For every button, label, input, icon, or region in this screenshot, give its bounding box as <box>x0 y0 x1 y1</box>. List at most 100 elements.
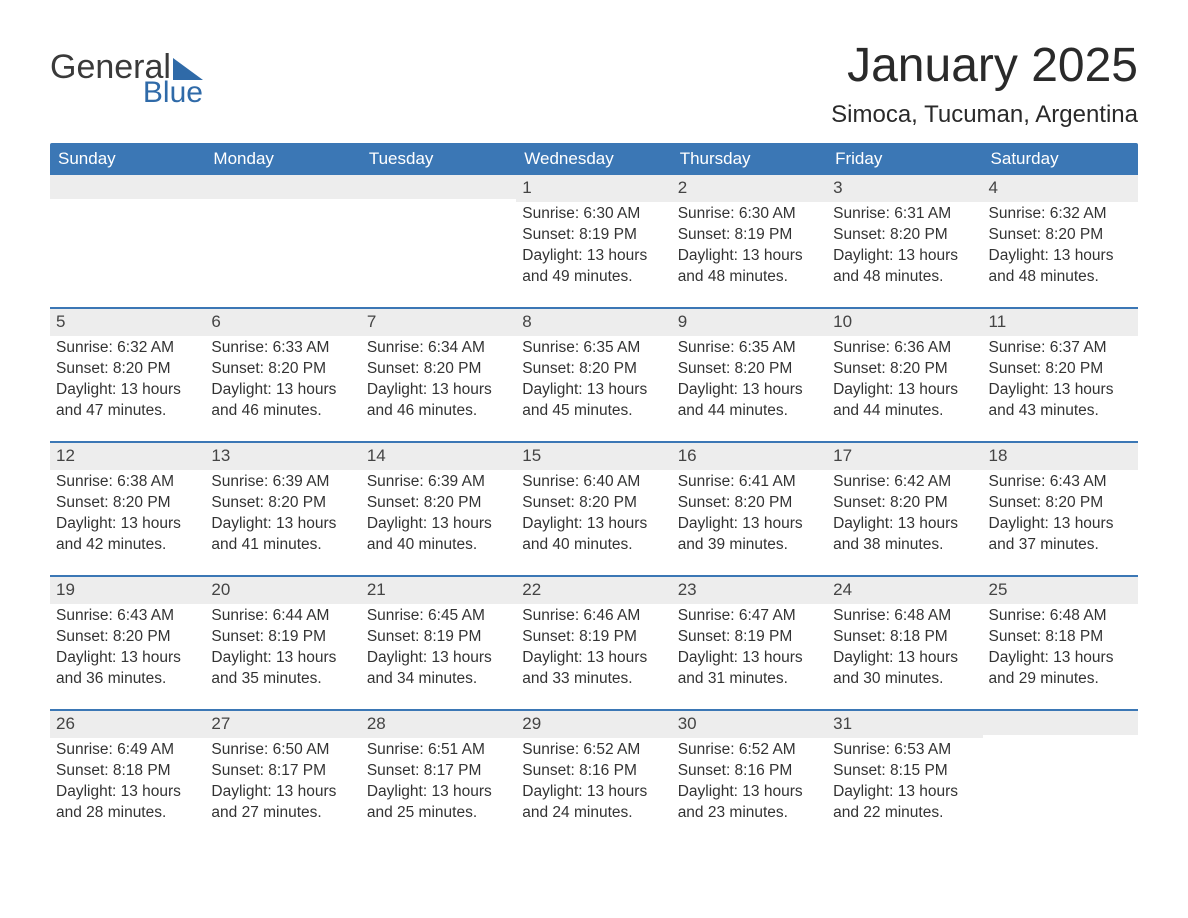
day-number: 29 <box>516 711 671 738</box>
sunset-text: Sunset: 8:19 PM <box>522 225 665 246</box>
daylight-text: Daylight: 13 hours and 45 minutes. <box>522 380 665 422</box>
daylight-text: Daylight: 13 hours and 49 minutes. <box>522 246 665 288</box>
sunset-text: Sunset: 8:16 PM <box>522 761 665 782</box>
day-cell: 6Sunrise: 6:33 AMSunset: 8:20 PMDaylight… <box>205 309 360 441</box>
sunset-text: Sunset: 8:18 PM <box>989 627 1132 648</box>
day-body: Sunrise: 6:44 AMSunset: 8:19 PMDaylight:… <box>205 604 360 696</box>
day-body: Sunrise: 6:32 AMSunset: 8:20 PMDaylight:… <box>983 202 1138 294</box>
sunrise-text: Sunrise: 6:52 AM <box>522 740 665 761</box>
daylight-text: Daylight: 13 hours and 39 minutes. <box>678 514 821 556</box>
sunrise-text: Sunrise: 6:48 AM <box>989 606 1132 627</box>
day-number: 15 <box>516 443 671 470</box>
daylight-text: Daylight: 13 hours and 47 minutes. <box>56 380 199 422</box>
sunset-text: Sunset: 8:20 PM <box>522 359 665 380</box>
sunrise-text: Sunrise: 6:36 AM <box>833 338 976 359</box>
daylight-text: Daylight: 13 hours and 37 minutes. <box>989 514 1132 556</box>
daylight-text: Daylight: 13 hours and 40 minutes. <box>367 514 510 556</box>
day-cell: 20Sunrise: 6:44 AMSunset: 8:19 PMDayligh… <box>205 577 360 709</box>
day-cell: 26Sunrise: 6:49 AMSunset: 8:18 PMDayligh… <box>50 711 205 843</box>
week-row: 26Sunrise: 6:49 AMSunset: 8:18 PMDayligh… <box>50 709 1138 843</box>
day-body: Sunrise: 6:53 AMSunset: 8:15 PMDaylight:… <box>827 738 982 830</box>
week-row: 19Sunrise: 6:43 AMSunset: 8:20 PMDayligh… <box>50 575 1138 709</box>
daylight-text: Daylight: 13 hours and 33 minutes. <box>522 648 665 690</box>
day-cell: 25Sunrise: 6:48 AMSunset: 8:18 PMDayligh… <box>983 577 1138 709</box>
day-number: 30 <box>672 711 827 738</box>
day-body: Sunrise: 6:39 AMSunset: 8:20 PMDaylight:… <box>361 470 516 562</box>
day-cell: 19Sunrise: 6:43 AMSunset: 8:20 PMDayligh… <box>50 577 205 709</box>
logo: General Blue <box>50 40 203 108</box>
day-body: Sunrise: 6:41 AMSunset: 8:20 PMDaylight:… <box>672 470 827 562</box>
sunset-text: Sunset: 8:18 PM <box>833 627 976 648</box>
day-number: 21 <box>361 577 516 604</box>
sunset-text: Sunset: 8:17 PM <box>367 761 510 782</box>
sunrise-text: Sunrise: 6:39 AM <box>367 472 510 493</box>
sunrise-text: Sunrise: 6:31 AM <box>833 204 976 225</box>
weekday-label: Monday <box>205 143 360 175</box>
day-cell <box>983 711 1138 843</box>
day-number: 1 <box>516 175 671 202</box>
sunset-text: Sunset: 8:20 PM <box>367 493 510 514</box>
day-body: Sunrise: 6:30 AMSunset: 8:19 PMDaylight:… <box>516 202 671 294</box>
sunrise-text: Sunrise: 6:30 AM <box>678 204 821 225</box>
day-body: Sunrise: 6:52 AMSunset: 8:16 PMDaylight:… <box>672 738 827 830</box>
sunrise-text: Sunrise: 6:33 AM <box>211 338 354 359</box>
sunset-text: Sunset: 8:19 PM <box>367 627 510 648</box>
day-cell: 23Sunrise: 6:47 AMSunset: 8:19 PMDayligh… <box>672 577 827 709</box>
day-number <box>361 175 516 199</box>
day-cell: 3Sunrise: 6:31 AMSunset: 8:20 PMDaylight… <box>827 175 982 307</box>
daylight-text: Daylight: 13 hours and 35 minutes. <box>211 648 354 690</box>
sunrise-text: Sunrise: 6:45 AM <box>367 606 510 627</box>
day-number: 11 <box>983 309 1138 336</box>
sunset-text: Sunset: 8:17 PM <box>211 761 354 782</box>
sunrise-text: Sunrise: 6:38 AM <box>56 472 199 493</box>
daylight-text: Daylight: 13 hours and 48 minutes. <box>678 246 821 288</box>
sunrise-text: Sunrise: 6:32 AM <box>989 204 1132 225</box>
day-body: Sunrise: 6:35 AMSunset: 8:20 PMDaylight:… <box>672 336 827 428</box>
sunset-text: Sunset: 8:20 PM <box>989 493 1132 514</box>
sunrise-text: Sunrise: 6:43 AM <box>56 606 199 627</box>
page-header: General Blue January 2025 Simoca, Tucuma… <box>50 40 1138 129</box>
day-number: 14 <box>361 443 516 470</box>
day-number: 17 <box>827 443 982 470</box>
sunset-text: Sunset: 8:20 PM <box>833 493 976 514</box>
sunrise-text: Sunrise: 6:30 AM <box>522 204 665 225</box>
day-number: 31 <box>827 711 982 738</box>
day-cell: 14Sunrise: 6:39 AMSunset: 8:20 PMDayligh… <box>361 443 516 575</box>
day-cell <box>361 175 516 307</box>
daylight-text: Daylight: 13 hours and 22 minutes. <box>833 782 976 824</box>
daylight-text: Daylight: 13 hours and 41 minutes. <box>211 514 354 556</box>
daylight-text: Daylight: 13 hours and 34 minutes. <box>367 648 510 690</box>
sunset-text: Sunset: 8:20 PM <box>989 225 1132 246</box>
sunset-text: Sunset: 8:20 PM <box>833 359 976 380</box>
sunrise-text: Sunrise: 6:35 AM <box>678 338 821 359</box>
sunrise-text: Sunrise: 6:47 AM <box>678 606 821 627</box>
day-body: Sunrise: 6:35 AMSunset: 8:20 PMDaylight:… <box>516 336 671 428</box>
day-cell: 5Sunrise: 6:32 AMSunset: 8:20 PMDaylight… <box>50 309 205 441</box>
sunset-text: Sunset: 8:20 PM <box>678 359 821 380</box>
day-body: Sunrise: 6:48 AMSunset: 8:18 PMDaylight:… <box>827 604 982 696</box>
day-number: 25 <box>983 577 1138 604</box>
daylight-text: Daylight: 13 hours and 25 minutes. <box>367 782 510 824</box>
day-number: 4 <box>983 175 1138 202</box>
sunrise-text: Sunrise: 6:40 AM <box>522 472 665 493</box>
sunrise-text: Sunrise: 6:34 AM <box>367 338 510 359</box>
day-cell: 21Sunrise: 6:45 AMSunset: 8:19 PMDayligh… <box>361 577 516 709</box>
sunset-text: Sunset: 8:19 PM <box>522 627 665 648</box>
day-cell <box>50 175 205 307</box>
day-number: 26 <box>50 711 205 738</box>
day-number <box>50 175 205 199</box>
day-number: 13 <box>205 443 360 470</box>
day-body: Sunrise: 6:30 AMSunset: 8:19 PMDaylight:… <box>672 202 827 294</box>
day-cell: 24Sunrise: 6:48 AMSunset: 8:18 PMDayligh… <box>827 577 982 709</box>
sunrise-text: Sunrise: 6:46 AM <box>522 606 665 627</box>
day-number: 10 <box>827 309 982 336</box>
day-number: 27 <box>205 711 360 738</box>
daylight-text: Daylight: 13 hours and 46 minutes. <box>211 380 354 422</box>
day-cell: 1Sunrise: 6:30 AMSunset: 8:19 PMDaylight… <box>516 175 671 307</box>
calendar-grid: Sunday Monday Tuesday Wednesday Thursday… <box>50 143 1138 843</box>
sunset-text: Sunset: 8:20 PM <box>211 359 354 380</box>
day-number: 28 <box>361 711 516 738</box>
weekday-label: Friday <box>827 143 982 175</box>
day-cell: 11Sunrise: 6:37 AMSunset: 8:20 PMDayligh… <box>983 309 1138 441</box>
day-body: Sunrise: 6:37 AMSunset: 8:20 PMDaylight:… <box>983 336 1138 428</box>
